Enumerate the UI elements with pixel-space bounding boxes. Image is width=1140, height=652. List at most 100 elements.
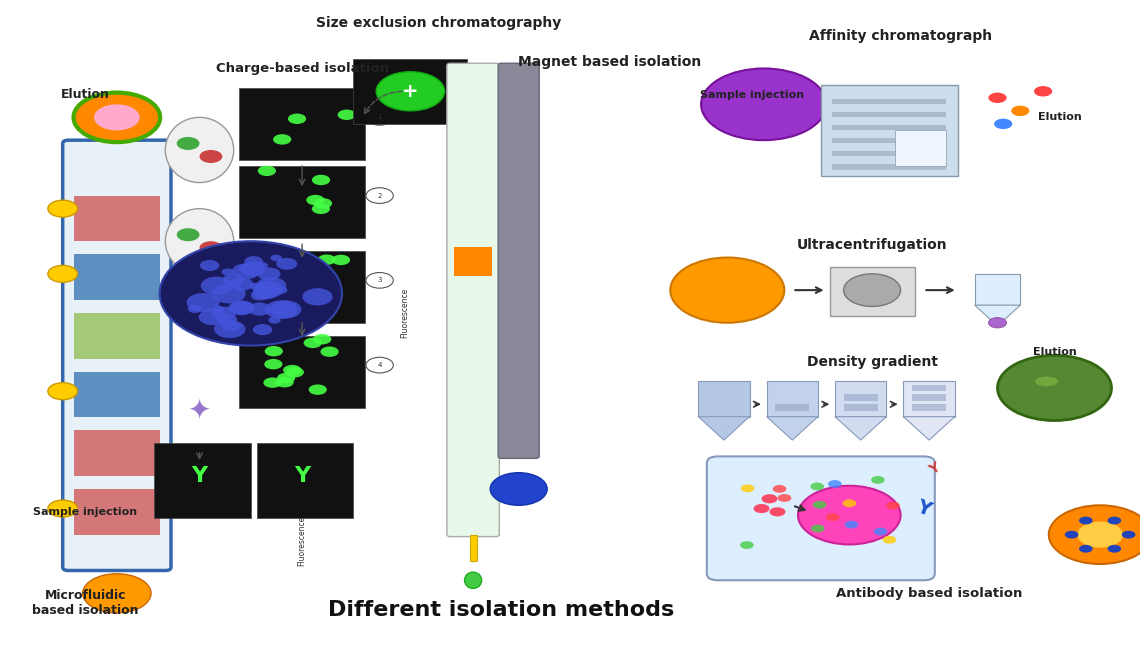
Polygon shape bbox=[975, 305, 1020, 326]
Bar bbox=[821, 85, 958, 176]
Circle shape bbox=[249, 335, 267, 346]
Polygon shape bbox=[903, 417, 954, 440]
Circle shape bbox=[826, 513, 840, 521]
Circle shape bbox=[177, 137, 199, 150]
Circle shape bbox=[811, 524, 824, 532]
Text: Ultracentrifugation: Ultracentrifugation bbox=[797, 237, 947, 252]
Circle shape bbox=[200, 150, 222, 163]
Text: Elution: Elution bbox=[1039, 112, 1082, 123]
Bar bbox=[74, 430, 160, 476]
Circle shape bbox=[48, 383, 78, 400]
Circle shape bbox=[314, 334, 332, 344]
Text: Elution: Elution bbox=[1033, 347, 1076, 357]
Circle shape bbox=[842, 499, 856, 507]
Circle shape bbox=[1122, 531, 1135, 539]
Circle shape bbox=[212, 306, 225, 312]
Circle shape bbox=[268, 316, 280, 323]
Circle shape bbox=[1078, 545, 1092, 553]
Bar bbox=[975, 274, 1020, 305]
Bar bbox=[74, 372, 160, 417]
Circle shape bbox=[264, 346, 283, 357]
Bar bbox=[74, 254, 160, 300]
Circle shape bbox=[312, 175, 331, 185]
Circle shape bbox=[740, 541, 754, 549]
Text: Different isolation methods: Different isolation methods bbox=[328, 600, 675, 619]
Text: Fluorescence: Fluorescence bbox=[298, 516, 307, 567]
Circle shape bbox=[670, 258, 784, 323]
Circle shape bbox=[177, 228, 199, 241]
Circle shape bbox=[366, 357, 393, 373]
Circle shape bbox=[277, 373, 295, 383]
Text: 3: 3 bbox=[377, 277, 382, 284]
Circle shape bbox=[845, 521, 858, 529]
Circle shape bbox=[188, 305, 202, 313]
Bar bbox=[239, 251, 365, 323]
Circle shape bbox=[828, 480, 841, 488]
Circle shape bbox=[988, 318, 1007, 328]
Circle shape bbox=[200, 241, 222, 254]
Circle shape bbox=[770, 507, 785, 516]
Text: Antibody based isolation: Antibody based isolation bbox=[836, 587, 1023, 600]
Circle shape bbox=[200, 260, 219, 271]
Circle shape bbox=[276, 377, 294, 387]
Bar bbox=[239, 336, 365, 408]
Circle shape bbox=[95, 104, 140, 130]
Bar bbox=[830, 267, 915, 316]
Text: 2: 2 bbox=[377, 192, 382, 199]
FancyBboxPatch shape bbox=[447, 63, 499, 537]
Ellipse shape bbox=[165, 117, 234, 183]
Bar bbox=[895, 130, 946, 166]
Bar bbox=[912, 404, 946, 411]
Circle shape bbox=[998, 355, 1112, 421]
Circle shape bbox=[314, 275, 332, 286]
Circle shape bbox=[1065, 531, 1078, 539]
Text: Y: Y bbox=[192, 466, 207, 486]
Circle shape bbox=[871, 476, 885, 484]
Polygon shape bbox=[834, 417, 887, 440]
Circle shape bbox=[318, 254, 336, 265]
Bar bbox=[832, 99, 946, 104]
Circle shape bbox=[1108, 545, 1121, 553]
Circle shape bbox=[272, 286, 287, 294]
Polygon shape bbox=[698, 417, 750, 440]
Bar bbox=[239, 166, 365, 238]
Bar bbox=[74, 489, 160, 535]
Circle shape bbox=[214, 320, 245, 338]
Text: Density gradient: Density gradient bbox=[807, 355, 937, 369]
Text: Y: Y bbox=[913, 497, 934, 520]
Text: Microfluidic
based isolation: Microfluidic based isolation bbox=[32, 589, 139, 617]
Bar bbox=[832, 151, 946, 156]
Circle shape bbox=[212, 306, 236, 321]
Bar bbox=[832, 112, 946, 117]
Circle shape bbox=[222, 274, 244, 286]
Circle shape bbox=[239, 261, 266, 276]
Text: Charge-based isolation: Charge-based isolation bbox=[215, 62, 389, 75]
Circle shape bbox=[366, 273, 393, 288]
Circle shape bbox=[490, 473, 547, 505]
Circle shape bbox=[1077, 522, 1123, 548]
Circle shape bbox=[302, 288, 333, 306]
Circle shape bbox=[231, 301, 254, 314]
Circle shape bbox=[283, 365, 301, 376]
Circle shape bbox=[1011, 106, 1029, 116]
Circle shape bbox=[873, 527, 887, 535]
Circle shape bbox=[48, 200, 78, 217]
Circle shape bbox=[270, 255, 282, 261]
Circle shape bbox=[366, 110, 393, 125]
Circle shape bbox=[286, 367, 304, 378]
Text: Size exclusion chromatography: Size exclusion chromatography bbox=[316, 16, 562, 30]
Circle shape bbox=[310, 272, 328, 282]
Bar bbox=[154, 443, 251, 518]
Bar bbox=[903, 381, 955, 417]
Text: ✦: ✦ bbox=[188, 397, 211, 424]
Circle shape bbox=[253, 285, 278, 299]
Circle shape bbox=[886, 501, 899, 509]
Text: Y: Y bbox=[927, 461, 943, 478]
Circle shape bbox=[160, 241, 342, 346]
Circle shape bbox=[1108, 516, 1121, 524]
Bar bbox=[766, 381, 819, 417]
Circle shape bbox=[811, 482, 824, 490]
Bar bbox=[912, 385, 946, 391]
Bar bbox=[832, 164, 946, 170]
Text: 1: 1 bbox=[377, 114, 382, 121]
